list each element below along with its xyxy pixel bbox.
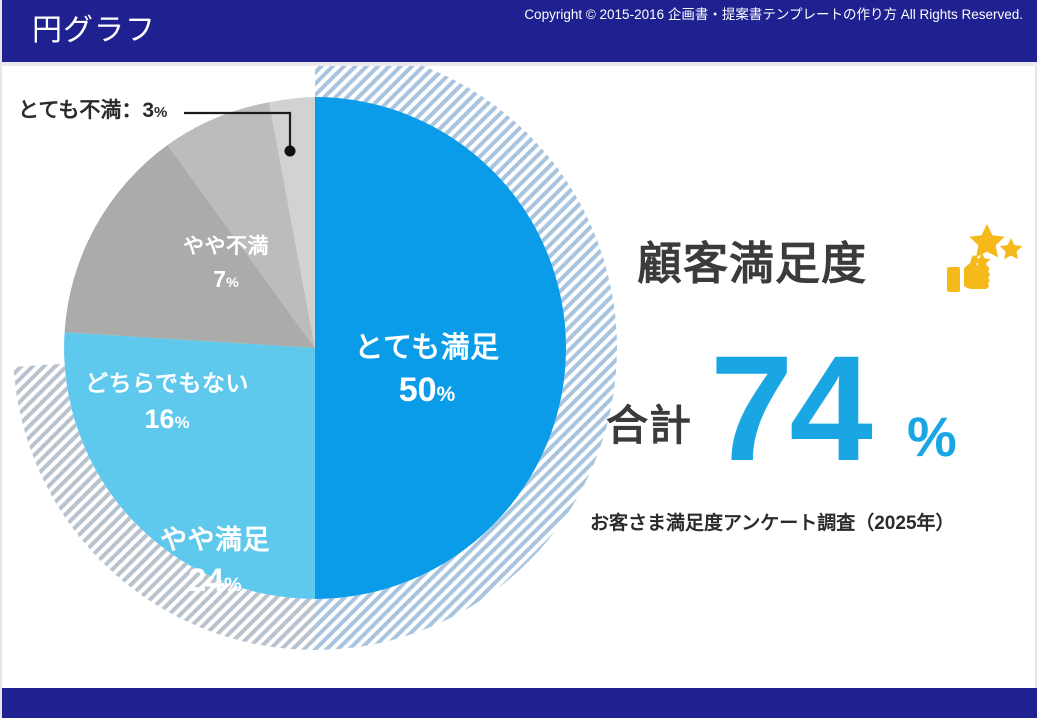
footer-copyright: Copyright © 2015-2016 企画書・提案書テンプレートの作り方 …	[524, 7, 1023, 22]
pie-slice-somewhat-satisfied[interactable]	[64, 332, 315, 599]
header-divider	[2, 62, 1037, 66]
pie-slice-very-satisfied[interactable]	[315, 97, 566, 599]
kpi-total-row: 合計 74 %	[602, 333, 1037, 483]
kpi-total-unit: %	[907, 405, 957, 468]
pie-chart-svg	[4, 66, 622, 660]
kpi-total-value: 74	[710, 324, 873, 492]
callout-very-dissatisfied: とても不満：3%	[18, 96, 167, 128]
footer-bar	[2, 688, 1037, 718]
header-bar	[2, 0, 1037, 62]
kpi-heading: 顧客満足度	[637, 238, 868, 289]
callout-leader-line	[184, 111, 296, 157]
kpi-caption: お客さま満足度アンケート調査（2025年）	[590, 513, 955, 534]
pie-slice-very-dissatisfied[interactable]	[269, 97, 315, 348]
kpi-panel: 顧客満足度 合計 74 % お客さま満足度アンケート調査（2025年）	[590, 200, 1037, 580]
callout-label: とても不満：3	[18, 99, 154, 122]
pie-slice-neither[interactable]	[64, 145, 315, 348]
percent-sign: %	[154, 104, 168, 121]
pie-slice-somewhat-dissatisfied[interactable]	[167, 102, 316, 348]
page-title: 円グラフ	[32, 14, 156, 47]
callout-anchor-dot	[284, 145, 296, 157]
thumbs-up-stars-icon	[947, 224, 1023, 292]
kpi-total-prefix: 合計	[606, 402, 693, 449]
